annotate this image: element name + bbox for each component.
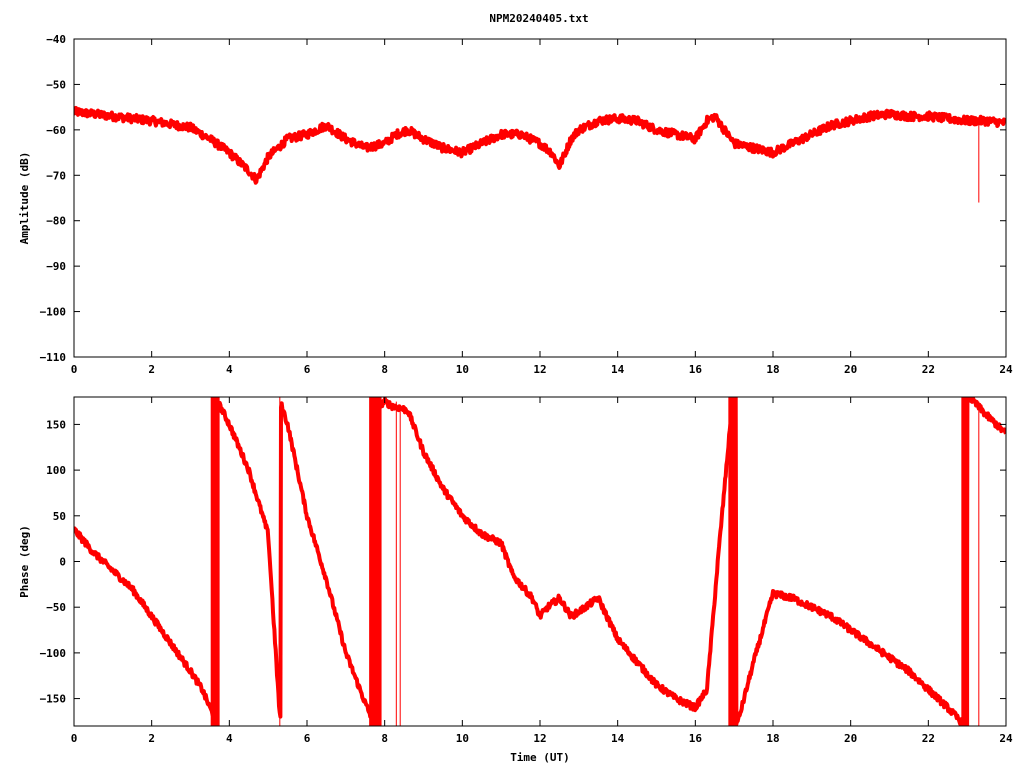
phase-wrap-band bbox=[728, 397, 735, 726]
x-axis-label: Time (UT) bbox=[510, 751, 570, 764]
y-tick-label: −100 bbox=[40, 647, 67, 660]
x-tick-label: 2 bbox=[148, 732, 155, 745]
x-tick-label: 4 bbox=[226, 363, 233, 376]
plot-area bbox=[74, 397, 1006, 726]
y-axis-label: Phase (deg) bbox=[18, 525, 31, 598]
plot-area bbox=[74, 105, 1006, 203]
x-tick-label: 14 bbox=[611, 732, 625, 745]
y-tick-label: −50 bbox=[46, 78, 66, 91]
y-tick-label: −70 bbox=[46, 169, 66, 182]
x-tick-label: 6 bbox=[304, 732, 311, 745]
y-tick-label: 150 bbox=[46, 418, 66, 431]
x-tick-label: 8 bbox=[381, 363, 388, 376]
x-tick-label: 6 bbox=[304, 363, 311, 376]
y-tick-label: −40 bbox=[46, 33, 66, 46]
x-tick-label: 20 bbox=[844, 732, 857, 745]
y-axis-label: Amplitude (dB) bbox=[18, 152, 31, 245]
phase-panel: 0 2 4 6 8 10 12 14 16 18 20 22 24150100500−50−100−15… bbox=[18, 396, 1013, 764]
x-tick-label: 18 bbox=[766, 732, 779, 745]
x-tick-label: 10 bbox=[456, 363, 469, 376]
x-tick-label: 24 bbox=[999, 363, 1013, 376]
y-tick-label: −150 bbox=[40, 693, 67, 706]
y-tick-label: −80 bbox=[46, 215, 66, 228]
y-tick-label: −110 bbox=[40, 351, 67, 364]
x-tick-label: 0 bbox=[71, 732, 78, 745]
y-tick-label: −90 bbox=[46, 260, 66, 273]
y-tick-label: 50 bbox=[53, 510, 66, 523]
x-tick-label: 2 bbox=[148, 363, 155, 376]
y-tick-label: 0 bbox=[59, 556, 66, 569]
y-tick-label: −50 bbox=[46, 601, 66, 614]
x-tick-label: 20 bbox=[844, 363, 857, 376]
chart-title: NPM20240405.txt bbox=[489, 12, 588, 25]
x-tick-label: 22 bbox=[922, 363, 935, 376]
data-series-line bbox=[74, 397, 1006, 726]
x-tick-label: 10 bbox=[456, 732, 469, 745]
y-tick-label: −60 bbox=[46, 124, 66, 137]
x-tick-label: 4 bbox=[226, 732, 233, 745]
x-tick-label: 22 bbox=[922, 732, 935, 745]
x-tick-label: 18 bbox=[766, 363, 779, 376]
x-tick-label: 12 bbox=[533, 363, 546, 376]
y-tick-label: −100 bbox=[40, 306, 67, 319]
amplitude-panel: 0 2 4 6 8 10 12 14 16 18 20 22 24−40−50−60−70−80−90−… bbox=[18, 33, 1013, 376]
x-tick-label: 8 bbox=[381, 732, 388, 745]
x-tick-label: 12 bbox=[533, 732, 546, 745]
plot-frame bbox=[73, 38, 1007, 358]
y-tick-label: 100 bbox=[46, 464, 66, 477]
x-tick-label: 24 bbox=[999, 732, 1013, 745]
data-series-line bbox=[74, 105, 1006, 185]
x-tick-label: 16 bbox=[689, 732, 703, 745]
x-tick-label: 14 bbox=[611, 363, 625, 376]
x-tick-label: 0 bbox=[71, 363, 78, 376]
x-tick-label: 16 bbox=[689, 363, 703, 376]
